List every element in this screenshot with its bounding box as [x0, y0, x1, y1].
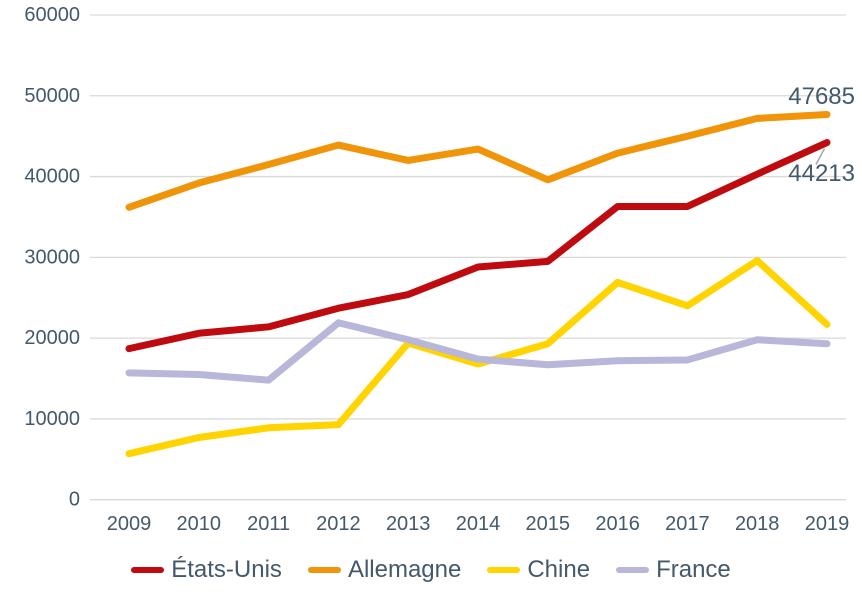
y-tick-label: 10000: [24, 408, 80, 430]
legend: États-Unis Allemagne Chine France: [0, 556, 862, 584]
x-tick-label: 2012: [316, 513, 361, 535]
x-tick-label: 2018: [735, 513, 780, 535]
legend-label: France: [656, 556, 731, 583]
leader-line: [815, 148, 826, 165]
legend-swatch-allemagne: [307, 567, 341, 573]
y-tick-label: 20000: [24, 327, 80, 349]
x-tick-label: 2009: [107, 513, 152, 535]
x-tick-label: 2014: [456, 513, 501, 535]
legend-label: Chine: [527, 556, 591, 583]
series-line-allemagne: [125, 110, 831, 211]
legend-item-etats-unis: États-Unis: [131, 556, 282, 584]
x-tick-label: 2013: [386, 513, 431, 535]
legend-swatch-chine: [487, 567, 521, 573]
plot-area: 0 10000 20000 30000 40000 50000 60000 2009 2010 2…: [24, 4, 855, 535]
legend-swatch-france: [616, 567, 650, 573]
legend-item-france: France: [616, 556, 731, 584]
legend-item-chine: Chine: [487, 556, 590, 584]
y-tick-label: 50000: [24, 85, 80, 107]
legend-item-allemagne: Allemagne: [307, 556, 462, 584]
series-line-chine: [125, 257, 831, 458]
data-label-allemagne-2019: 47685: [788, 83, 855, 110]
x-tick-label: 2016: [595, 513, 640, 535]
legend-swatch-etats-unis: [131, 567, 165, 573]
y-tick-label: 30000: [24, 246, 80, 268]
series-line-france: [125, 319, 831, 384]
x-tick-label: 2015: [526, 513, 571, 535]
data-label-etats-unis-2019: 44213: [788, 160, 855, 187]
x-tick-label: 2019: [805, 513, 850, 535]
series-line-etats-unis: [125, 139, 831, 353]
x-tick-label: 2017: [665, 513, 710, 535]
x-tick-label: 2010: [177, 513, 222, 535]
y-tick-label: 40000: [24, 166, 80, 188]
legend-label: États-Unis: [171, 556, 282, 583]
y-tick-label: 0: [69, 489, 80, 511]
y-tick-label: 60000: [24, 4, 80, 26]
legend-label: Allemagne: [347, 556, 462, 583]
x-tick-label: 2011: [247, 513, 290, 535]
